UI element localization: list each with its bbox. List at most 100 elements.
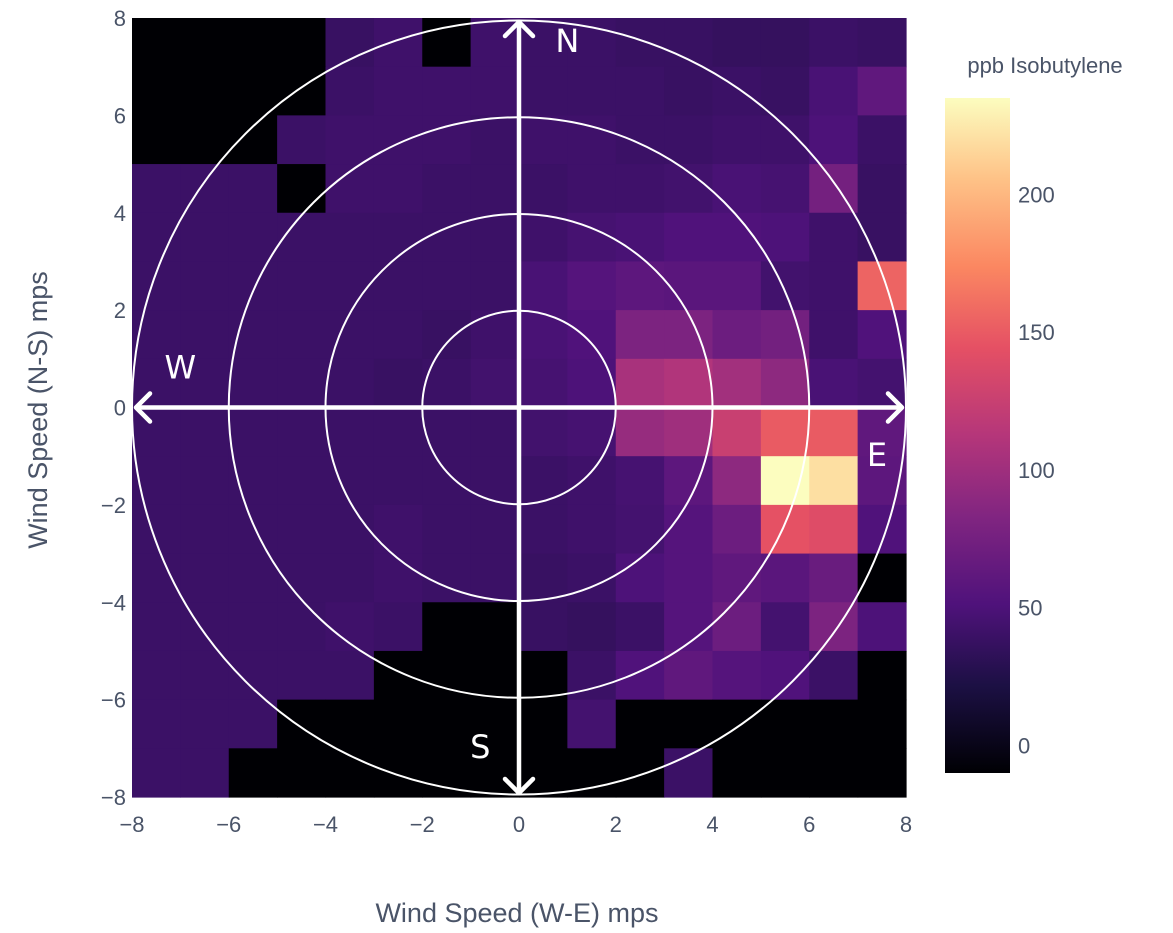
compass-overlay: N S E W xyxy=(131,19,907,796)
heatmap-cell xyxy=(567,699,617,749)
heatmap-cell xyxy=(519,261,568,311)
heatmap-cell xyxy=(664,650,714,701)
heatmap-cell xyxy=(373,650,423,701)
heatmap-cell xyxy=(664,456,714,506)
compass-label-e: E xyxy=(867,436,887,474)
heatmap-cell xyxy=(373,456,423,506)
heatmap-cell xyxy=(228,115,278,165)
heatmap-cell xyxy=(373,66,423,116)
heatmap-cell xyxy=(228,504,278,555)
colorbar-tick-label: 200 xyxy=(1018,182,1055,207)
heatmap-cell xyxy=(132,650,181,701)
heatmap-cell xyxy=(857,115,907,165)
heatmap-cell xyxy=(519,456,568,506)
heatmap-cell xyxy=(615,115,665,165)
heatmap-cell xyxy=(567,310,617,360)
x-tick-label: 6 xyxy=(803,812,815,837)
heatmap-cell xyxy=(615,18,665,68)
heatmap-cell xyxy=(470,358,520,409)
heatmap-cell xyxy=(277,650,327,701)
heatmap-cell xyxy=(470,115,520,165)
heatmap-cell xyxy=(180,504,230,555)
heatmap-cell xyxy=(567,407,617,457)
heatmap-cell xyxy=(470,504,520,555)
heatmap-cell xyxy=(277,358,327,409)
colorbar-tick-label: 50 xyxy=(1018,596,1042,621)
heatmap-cell xyxy=(132,748,181,798)
heatmap-cell xyxy=(519,66,568,116)
heatmap-cell xyxy=(664,358,714,409)
heatmap-cell xyxy=(373,261,423,311)
x-tick-label: −2 xyxy=(410,812,435,837)
x-tick-label: −6 xyxy=(216,812,241,837)
heatmap-cell xyxy=(519,650,568,701)
heatmap-cell xyxy=(132,18,181,68)
heatmap-cell xyxy=(615,650,665,701)
heatmap-cell xyxy=(809,602,859,652)
heatmap-cell xyxy=(373,310,423,360)
heatmap-cell xyxy=(422,212,472,263)
heatmap-cell xyxy=(325,115,375,165)
heatmap-cell xyxy=(277,18,327,68)
y-tick-label: −6 xyxy=(101,688,126,713)
heatmap-cell xyxy=(809,456,859,506)
heatmap-cell xyxy=(615,310,665,360)
heatmap-cell xyxy=(180,699,230,749)
y-axis-ticks: −8 −6 −4 −2 0 2 4 6 8 xyxy=(101,6,126,810)
heatmap-cell xyxy=(567,164,617,214)
heatmap-cells xyxy=(132,18,907,798)
heatmap-cell xyxy=(519,748,568,798)
heatmap-cell xyxy=(664,553,714,603)
arrow-east xyxy=(885,391,905,424)
heatmap-cell xyxy=(809,358,859,409)
heatmap-cell xyxy=(470,699,520,749)
heatmap-cell xyxy=(132,310,181,360)
y-tick-label: 6 xyxy=(114,103,126,128)
heatmap-cell xyxy=(567,456,617,506)
heatmap-cell xyxy=(373,748,423,798)
heatmap-cell xyxy=(809,66,859,116)
heatmap-cell xyxy=(470,261,520,311)
heatmap-cell xyxy=(373,18,423,68)
heatmap-cell xyxy=(132,699,181,749)
heatmap-cell xyxy=(180,748,230,798)
heatmap-cell xyxy=(809,650,859,701)
heatmap-cell xyxy=(857,553,907,603)
x-axis-ticks: −8 −6 −4 −2 0 2 4 6 8 xyxy=(119,812,912,837)
heatmap-cell xyxy=(615,553,665,603)
heatmap-cell xyxy=(664,748,714,798)
heatmap-cell xyxy=(470,456,520,506)
heatmap-cell xyxy=(228,18,278,68)
compass-label-n: N xyxy=(555,22,579,60)
heatmap-cell xyxy=(373,407,423,457)
heatmap-cell xyxy=(228,212,278,263)
heatmap-cell xyxy=(132,553,181,603)
heatmap-cell xyxy=(615,164,665,214)
heatmap-cell xyxy=(712,261,762,311)
heatmap-cell xyxy=(373,164,423,214)
heatmap-cell xyxy=(857,212,907,263)
heatmap-cell xyxy=(277,602,327,652)
heatmap-cell xyxy=(615,358,665,409)
y-axis-title: Wind Speed (N-S) mps xyxy=(23,271,53,549)
heatmap-cell xyxy=(567,748,617,798)
heatmap-cell xyxy=(180,358,230,409)
heatmap-cell xyxy=(712,650,762,701)
arrow-south xyxy=(502,776,536,796)
heatmap-cell xyxy=(760,18,810,68)
heatmap-cell xyxy=(664,212,714,263)
heatmap-cell xyxy=(373,358,423,409)
heatmap-cell xyxy=(228,407,278,457)
heatmap-cell xyxy=(712,602,762,652)
heatmap-cell xyxy=(277,164,327,214)
heatmap-cell xyxy=(325,407,375,457)
heatmap-cell xyxy=(277,504,327,555)
heatmap-cell xyxy=(132,115,181,165)
heatmap-cell xyxy=(325,358,375,409)
heatmap-cell xyxy=(519,310,568,360)
heatmap-cell xyxy=(712,504,762,555)
heatmap-cell xyxy=(712,115,762,165)
x-tick-label: 8 xyxy=(900,812,912,837)
heatmap-cell xyxy=(325,261,375,311)
heatmap-cell xyxy=(422,504,472,555)
